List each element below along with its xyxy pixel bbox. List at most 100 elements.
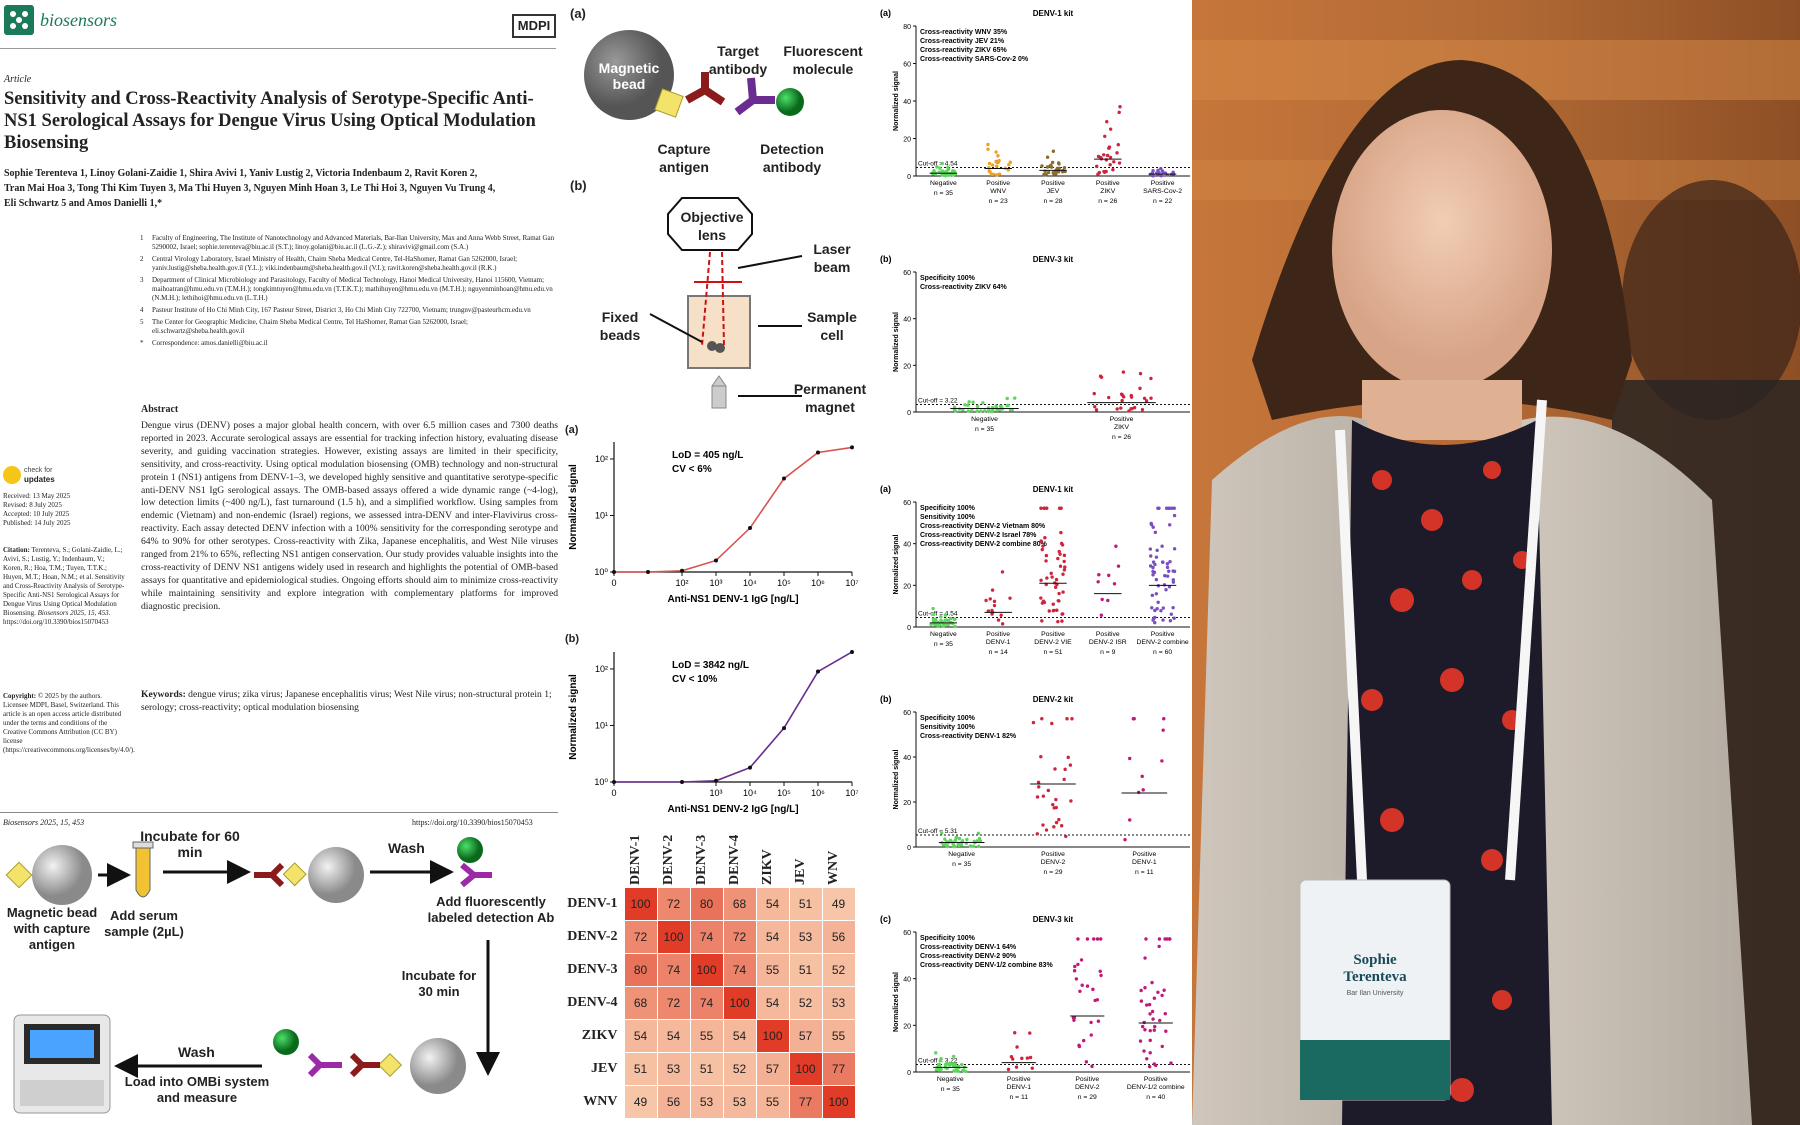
group-n-label: n = 26 [1112,434,1131,441]
scatter-point [1063,565,1067,569]
y-tick-label: 20 [903,800,911,807]
affiliation-item: * Correspondence: amos.danielli@biu.ac.il [140,339,560,348]
scatter-point [1138,386,1142,391]
scatter-point [1148,1028,1152,1033]
scatter-point [1041,544,1045,548]
scatter-point [1044,559,1048,563]
group-n-label: n = 35 [934,190,953,197]
group-n-label: n = 23 [989,198,1008,205]
scatter-point [975,404,980,409]
heatmap-col-label: ZIKV [760,849,775,885]
cross-reactivity-heatmap: DENV-1 DENV-2 DENV-3 DENV-4 ZIKV JEV WNV DENV-… [562,825,872,1125]
x-tick-label: 0 [611,578,616,588]
scatter-point [1081,1038,1086,1043]
scatter-point [1108,155,1113,160]
group-label: WNV [990,188,1006,195]
scatter-title: DENV-1 kit [1033,485,1074,494]
scatter-point [1107,395,1111,400]
scatter-point [938,166,942,170]
detection-antibody-icon [457,837,492,888]
scatter-point [990,588,995,592]
scatter-point [1095,937,1100,941]
scatter-point [1168,523,1172,527]
curve-point [714,558,718,563]
footer-doi[interactable]: https://doi.org/10.3390/bios15070453 [412,818,533,827]
heatmap-row-label: JEV [591,1061,618,1076]
article-title: Sensitivity and Cross-Reactivity Analysi… [4,89,536,153]
y-tick-label: 20 [903,1023,911,1030]
group-label: Positive [1132,851,1156,858]
heatmap-cell: 74 [722,953,757,987]
scatter-point [1144,399,1149,403]
heatmap-row: DENV-4 68 72 74 100 54 52 53 [562,986,856,1020]
heatmap-cell: 53 [821,986,856,1020]
scatter-point [1056,161,1061,165]
scatter-point [1140,407,1145,412]
scatter-title: DENV-2 kit [1033,695,1074,704]
scatter-point [1114,544,1118,548]
heatmap-cell: 54 [722,1019,757,1053]
scatter-point [943,173,948,178]
heatmap-cell: 77 [821,1052,856,1086]
scatter-note: Cross-reactivity DENV-2 combine 80% [920,541,1048,548]
heatmap-cell: 56 [821,920,856,954]
abstract-text: Dengue virus (DENV) poses a major global… [141,420,558,612]
face [1332,110,1552,390]
scatter-point [1142,1049,1146,1053]
heatmap-row: DENV-1 100 72 80 68 54 51 49 [562,887,856,921]
scatter-point [1051,171,1055,175]
scatter-point [987,161,992,166]
scatter-point [1051,149,1056,153]
group-n-label: n = 35 [934,641,953,648]
scatter-point [952,844,956,849]
scatter-point [1066,755,1070,760]
scatter-point [1144,1003,1149,1007]
curve-point [748,526,752,531]
affiliation-text: Pasteur Institute of Ho Chi Minh City, 1… [152,306,531,314]
group-label: DENV-1 [1006,1084,1031,1091]
scatter-point [952,617,956,621]
scatter-point [1044,553,1049,558]
keywords-text: dengue virus; zika virus; Japanese encep… [141,689,552,713]
scatter-point [1172,616,1176,620]
scatter-point [1059,824,1064,828]
group-n-label: n = 11 [1009,1094,1028,1101]
objective-lens-icon [667,197,753,251]
scatter-point [994,150,998,154]
sample-cell-icon [687,295,751,369]
scatter-point [1073,964,1077,969]
curve-point [816,450,820,455]
y-tick-label: 60 [903,710,911,717]
affiliations-list: 1 Faculty of Engineering, The Institute o… [140,234,560,351]
scatter-point [1053,585,1058,589]
scatter-point [1050,160,1055,165]
scatter-point [1120,393,1125,397]
scatter-point [998,404,1003,408]
scatter-point [1169,1061,1173,1065]
affiliation-item: 2 Central Virology Laboratory, Israel Min… [140,255,560,273]
copyright-block: Copyright: © 2025 by the authors. Licens… [3,692,135,755]
citation-doi[interactable]: https://doi.org/10.3390/bios15070453 [3,618,109,626]
scatter-point [1167,569,1171,573]
scatter-point [1050,575,1054,579]
target-antibody-icon [685,72,726,106]
scatter-point [1039,596,1043,600]
scatter-panel-label: (b) [880,694,892,704]
scatter-point [1028,1055,1033,1060]
check-updates[interactable]: check for updates [3,466,83,484]
group-label: Positive [986,631,1010,638]
scatter-point [1057,166,1061,171]
scatter-point [1028,1031,1032,1035]
y-tick-label: 40 [903,755,911,762]
group-label: Positive [1096,180,1120,187]
scatter-point [1045,155,1050,159]
scatter-point [1111,168,1115,172]
scatter-point [977,836,982,841]
scatter-point [1128,818,1132,822]
group-label: DENV-2 [1041,859,1066,866]
scatter-point [1151,573,1155,577]
scatter-point [1132,717,1136,721]
scatter-plot-1: (a) DENV-1 kit 0 20 40 60 80 Normalized signal C… [880,8,1190,205]
add-detection-label: Add fluorescently labeled detection Ab [427,894,555,925]
scatter-note: Cross-reactivity SARS-Cov-2 0% [920,56,1029,63]
